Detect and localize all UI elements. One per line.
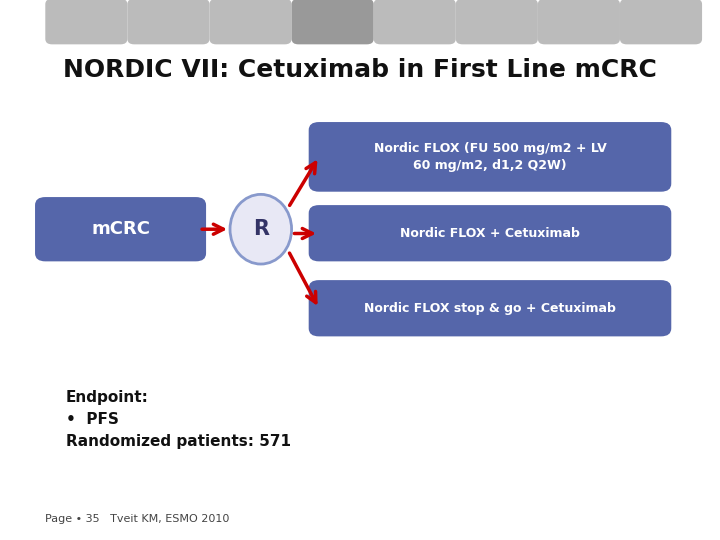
FancyBboxPatch shape: [309, 205, 671, 261]
FancyBboxPatch shape: [620, 0, 702, 44]
Text: Nordic FLOX + Cetuximab: Nordic FLOX + Cetuximab: [400, 227, 580, 240]
FancyBboxPatch shape: [210, 0, 292, 44]
Text: NORDIC VII: Cetuximab in First Line mCRC: NORDIC VII: Cetuximab in First Line mCRC: [63, 58, 657, 82]
Ellipse shape: [230, 194, 292, 264]
Text: Endpoint:
•  PFS
Randomized patients: 571: Endpoint: • PFS Randomized patients: 571: [66, 390, 291, 449]
FancyBboxPatch shape: [35, 197, 206, 261]
Text: Nordic FLOX stop & go + Cetuximab: Nordic FLOX stop & go + Cetuximab: [364, 302, 616, 315]
FancyBboxPatch shape: [456, 0, 538, 44]
FancyBboxPatch shape: [374, 0, 456, 44]
FancyBboxPatch shape: [309, 280, 671, 336]
FancyBboxPatch shape: [538, 0, 620, 44]
Text: mCRC: mCRC: [91, 220, 150, 238]
FancyBboxPatch shape: [309, 122, 671, 192]
FancyBboxPatch shape: [127, 0, 210, 44]
Text: R: R: [253, 219, 269, 239]
Text: Page • 35   Tveit KM, ESMO 2010: Page • 35 Tveit KM, ESMO 2010: [45, 514, 230, 524]
FancyBboxPatch shape: [45, 0, 127, 44]
FancyBboxPatch shape: [292, 0, 374, 44]
Text: Nordic FLOX (FU 500 mg/m2 + LV
60 mg/m2, d1,2 Q2W): Nordic FLOX (FU 500 mg/m2 + LV 60 mg/m2,…: [374, 142, 606, 172]
